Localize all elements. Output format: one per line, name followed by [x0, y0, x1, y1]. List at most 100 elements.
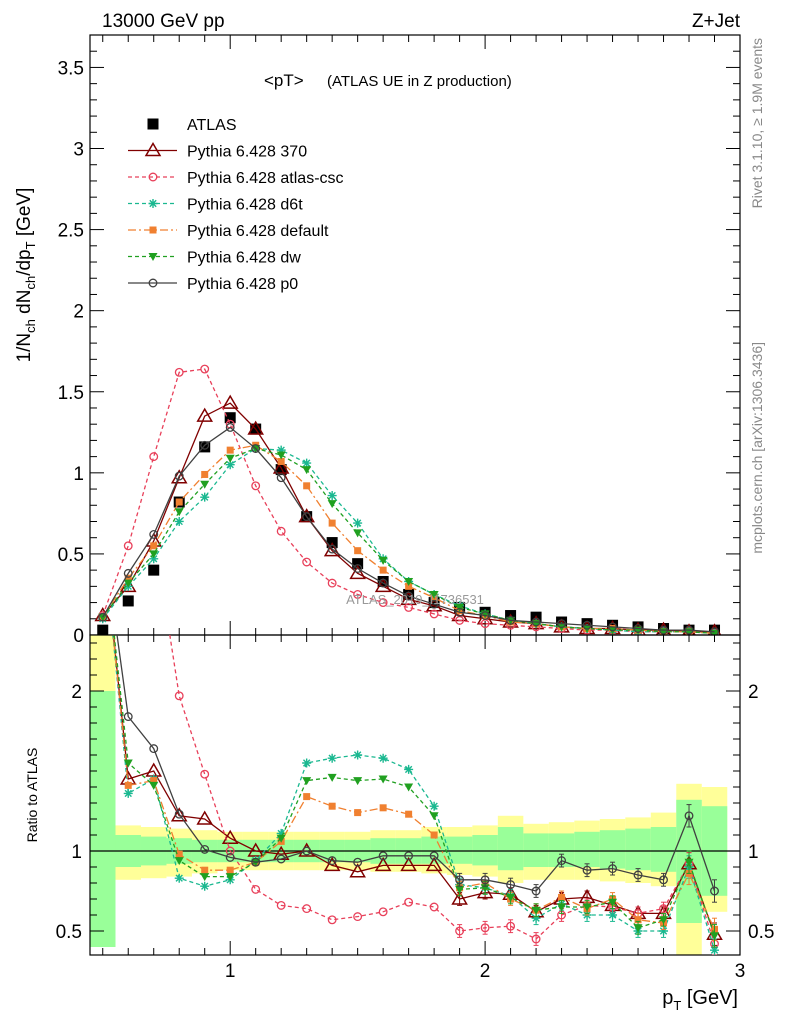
point-pythia-6-428-p0: [429, 599, 439, 609]
ratio-point-pythia-6-428-p0: [557, 856, 567, 866]
ratio-point-pythia-6-428-370: [221, 829, 239, 844]
ratio-point-pythia-6-428-370: [400, 856, 417, 872]
ratio-point-pythia-6-428-dw: [353, 777, 363, 786]
ratio-point-pythia-6-428-p0: [225, 852, 235, 862]
ratio-point-pythia-6-428-atlas-csc: [302, 904, 312, 914]
ratio-point-pythia-6-428-atlas-csc: [174, 691, 184, 701]
y-tick-label: 3.5: [58, 58, 84, 79]
ratio-point-pythia-6-428-default: [150, 777, 158, 785]
point-pythia-6-428-d6t: [302, 458, 312, 468]
point-pythia-6-428-atlas-csc: [200, 364, 210, 374]
point-pythia-6-428-dw: [149, 550, 159, 559]
ratio-y-axis-label: Ratio to ATLAS: [24, 748, 40, 843]
ratio-point-pythia-6-428-p0: [200, 844, 210, 854]
ratio-point-pythia-6-428-p0: [149, 744, 159, 754]
green-band-bin: [625, 828, 651, 871]
y-tick-label: 1.5: [58, 383, 84, 404]
ratio-point-pythia-6-428-dw: [455, 885, 465, 894]
ratio-point-pythia-6-428-dw: [531, 906, 541, 915]
green-band-bin: [446, 836, 473, 864]
point-atlas: [122, 595, 134, 607]
ratio-point-pythia-6-428-atlas-csc: [251, 884, 261, 894]
xlabel-p: p: [662, 987, 673, 1009]
y-tick-label: 1: [73, 464, 84, 485]
point-pythia-6-428-d6t: [276, 445, 286, 455]
point-pythia-6-428-p0: [531, 617, 541, 627]
point-atlas: [581, 618, 593, 630]
ratio-point-pythia-6-428-p0: [174, 809, 184, 819]
ratio-point-pythia-6-428-atlas-csc: [480, 923, 490, 933]
ratio-point-pythia-6-428-370: [374, 856, 392, 872]
green-band-bin: [574, 831, 600, 867]
point-pythia-6-428-p0: [327, 544, 337, 554]
ratio-point-pythia-6-428-d6t: [123, 788, 133, 798]
ratio-point-pythia-6-428-atlas-csc: [276, 900, 286, 910]
point-pythia-6-428-dw: [98, 613, 108, 622]
ratio-point-pythia-6-428-d6t: [659, 926, 669, 936]
ratio-point-pythia-6-428-atlas-csc: [327, 915, 337, 925]
header-right: Z+Jet: [692, 11, 741, 32]
ratio-series-pythia-6-428-p0: [116, 635, 719, 903]
y-tick-label: 0.5: [58, 545, 84, 566]
x-tick-label: 1: [225, 961, 236, 982]
ratio-point-pythia-6-428-p0: [353, 857, 363, 867]
point-pythia-6-428-p0: [608, 622, 617, 632]
ratio-point-pythia-6-428-d6t: [429, 801, 439, 811]
point-pythia-6-428-dw: [353, 529, 363, 538]
point-atlas: [275, 464, 287, 476]
ratio-point-pythia-6-428-atlas-csc: [455, 926, 465, 936]
point-pythia-6-428-p0: [404, 591, 414, 601]
point-pythia-6-428-d6t: [225, 460, 235, 470]
point-atlas: [97, 624, 109, 635]
point-pythia-6-428-atlas-csc: [327, 578, 337, 588]
ratio-point-pythia-6-428-dw: [174, 857, 184, 866]
ratio-point-pythia-6-428-370: [451, 890, 468, 905]
ratio-point-pythia-6-428-d6t: [276, 828, 286, 838]
point-pythia-6-428-default: [226, 446, 234, 454]
ratio-point-pythia-6-428-dw: [710, 932, 720, 941]
ratio-point-pythia-6-428-default: [379, 804, 387, 812]
green-band-bin: [472, 835, 498, 866]
ratio-point-pythia-6-428-default: [175, 850, 183, 858]
point-pythia-6-428-default: [277, 457, 285, 465]
point-pythia-6-428-default: [150, 542, 158, 550]
line-pythia-6-428-p0: [102, 426, 715, 633]
legend-entry-pythia-6-428-default: Pythia 6.428 default: [128, 223, 329, 240]
main-panel: 0 0.5 1 1.5 2 2.5 3 3.5 ATLAS_2019_I1736531 <pT…: [14, 34, 741, 955]
ratio-series-pythia-6-428-atlas-csc: [169, 635, 719, 955]
point-pythia-6-428-default: [379, 566, 387, 574]
point-pythia-6-428-dw: [123, 579, 133, 588]
ratio-point-pythia-6-428-p0: [455, 875, 465, 885]
ratio-point-pythia-6-428-dw: [608, 898, 618, 907]
green-band-bin: [523, 833, 549, 867]
legend-label-pythia-6-428-d6t: Pythia 6.428 d6t: [187, 197, 303, 214]
point-pythia-6-428-p0: [353, 564, 363, 573]
point-pythia-6-428-default: [201, 470, 209, 478]
ratio-point-pythia-6-428-default: [634, 916, 642, 924]
chart-title-main: <pT>: [264, 71, 304, 90]
legend-marker-pythia-6-428-default: [149, 226, 157, 234]
point-pythia-6-428-default: [124, 574, 132, 582]
ratio-point-pythia-6-428-default: [303, 793, 311, 801]
point-atlas: [403, 588, 415, 600]
point-pythia-6-428-p0: [557, 619, 567, 629]
point-pythia-6-428-p0: [225, 422, 235, 432]
ratio-point-pythia-6-428-default: [201, 866, 209, 874]
point-pythia-6-428-atlas-csc: [378, 598, 388, 608]
legend-entry-pythia-6-428-atlas-csc: Pythia 6.428 atlas-csc: [128, 170, 344, 187]
point-pythia-6-428-atlas-csc: [302, 557, 312, 567]
ratio-y-tick-label-right: 0.5: [748, 922, 774, 943]
series-pythia-6-428-dw: [98, 445, 720, 635]
chart-title-sub: (ATLAS UE in Z production): [327, 73, 512, 90]
ratio-y-tick-label: 2: [71, 682, 82, 703]
ratio-y-tick-label-right: 1: [748, 842, 759, 863]
ratio-point-pythia-6-428-p0: [429, 851, 439, 861]
legend: ATLAS Pythia 6.428 370 Pythia 6.428 atlas-…: [128, 117, 344, 293]
ratio-point-pythia-6-428-atlas-csc: [659, 904, 668, 914]
ratio-point-pythia-6-428-370: [323, 856, 341, 872]
header-left: 13000 GeV pp: [102, 11, 225, 32]
point-pythia-6-428-dw: [174, 508, 184, 517]
point-pythia-6-428-370: [196, 407, 214, 422]
point-pythia-6-428-d6t: [149, 554, 159, 564]
ratio-point-pythia-6-428-d6t: [531, 913, 541, 923]
